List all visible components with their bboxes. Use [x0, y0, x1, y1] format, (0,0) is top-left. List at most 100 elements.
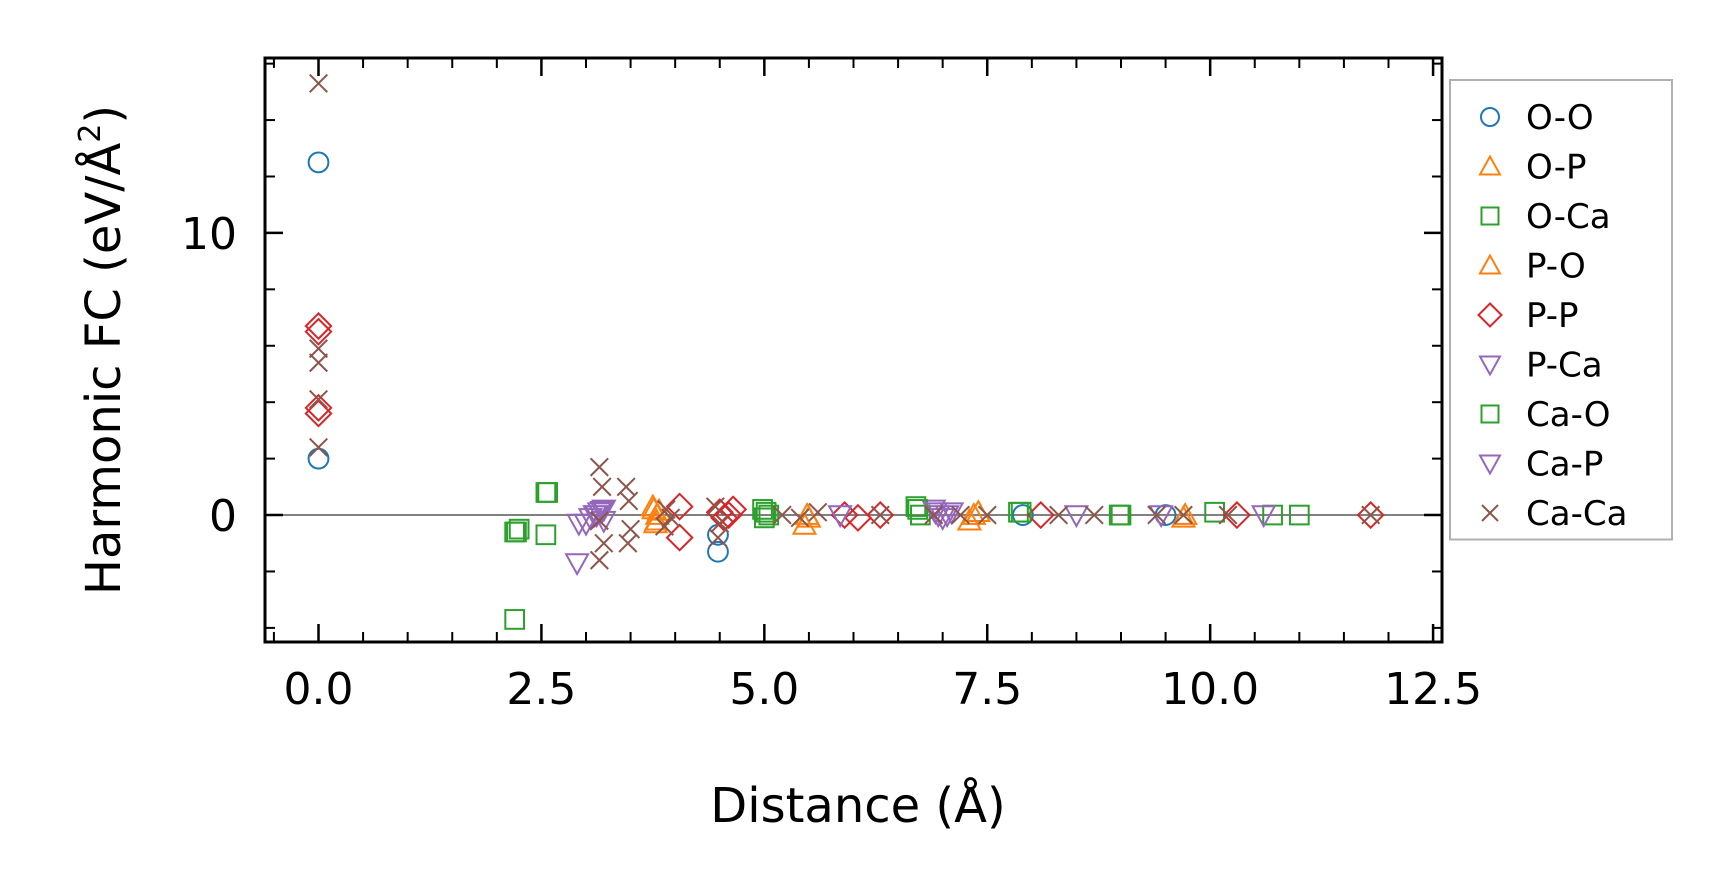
data-point: [308, 353, 329, 373]
data-point: [1084, 505, 1104, 525]
data-point: [758, 504, 780, 526]
data-point: [977, 505, 997, 525]
data-point: [870, 505, 890, 525]
data-point: [1173, 505, 1193, 525]
x-tick-label: 2.5: [506, 664, 576, 715]
data-point: [1218, 505, 1238, 525]
plot-area: [265, 58, 1442, 642]
data-point: [535, 524, 557, 546]
legend-label: Ca-P: [1526, 445, 1603, 485]
legend-marker: [1478, 154, 1502, 176]
x-tick-label: 12.5: [1384, 664, 1482, 715]
series-ca-o: [506, 482, 1132, 543]
legend-label: O-Ca: [1526, 197, 1611, 237]
legend-item: O-O: [1480, 98, 1594, 138]
data-point: [1012, 504, 1034, 526]
y-axis-title-close: ): [76, 105, 132, 124]
x-tick-label: 5.0: [729, 664, 799, 715]
legend-label: O-P: [1526, 148, 1586, 188]
y-tick-label: 10: [181, 209, 237, 260]
data-point: [1026, 500, 1055, 530]
axes: 0.0 2.5 5.0 7.5 10.0 12.5 0 10: [181, 56, 1482, 715]
legend-item: P-O: [1478, 247, 1586, 287]
data-point: [643, 507, 670, 531]
legend-marker: [1480, 107, 1500, 127]
data-point: [790, 508, 810, 528]
y-axis-title-superscript: 2: [73, 124, 108, 143]
data-point: [537, 482, 559, 503]
data-point: [808, 502, 828, 522]
legend-marker: [1480, 206, 1500, 226]
data-point: [308, 389, 329, 409]
y-axis-title-main: Harmonic FC (eV/Å: [75, 143, 132, 596]
legend-item: O-Ca: [1480, 197, 1611, 237]
data-point: [566, 513, 592, 537]
data-point: [589, 550, 609, 570]
data-point: [755, 501, 777, 523]
data-point: [719, 495, 748, 524]
data-point: [308, 339, 329, 359]
data-point: [1172, 501, 1198, 525]
data-point: [1010, 501, 1032, 523]
data-point: [753, 507, 775, 529]
data-point: [304, 317, 333, 346]
legend-label: P-O: [1526, 247, 1586, 287]
data-point: [584, 505, 610, 529]
data-point: [308, 73, 329, 93]
x-tick-label: 10.0: [1161, 664, 1259, 715]
data-point: [506, 521, 527, 543]
legend-marker: [1478, 454, 1502, 476]
data-point: [654, 516, 674, 536]
data-point: [589, 457, 609, 477]
legend-label: O-O: [1526, 98, 1594, 138]
legend-box: [1449, 79, 1673, 541]
data-point: [508, 518, 530, 540]
legend-marker: [1478, 355, 1502, 377]
data-point: [772, 505, 792, 525]
data-point: [618, 533, 638, 553]
y-tick-label: 0: [209, 491, 237, 542]
data-point: [307, 151, 330, 174]
data-point: [843, 503, 873, 532]
data-point: [1110, 504, 1132, 526]
data-markers: [304, 73, 1385, 630]
legend-label: Ca-O: [1526, 395, 1611, 435]
data-point: [594, 533, 614, 553]
legend-marker: [1478, 253, 1502, 275]
data-point: [1250, 505, 1277, 529]
legend-item: Ca-Ca: [1481, 494, 1627, 534]
data-point: [1147, 505, 1167, 525]
plot-frame: [263, 56, 1444, 644]
data-point: [304, 393, 333, 422]
legend-item: P-P: [1477, 296, 1579, 336]
data-point: [504, 609, 526, 630]
series-ca-ca: [308, 73, 1381, 570]
data-point: [619, 491, 639, 511]
data-point: [1222, 500, 1251, 530]
data-point: [665, 492, 694, 521]
data-point: [564, 553, 590, 577]
data-point: [1049, 505, 1069, 525]
data-point: [661, 508, 681, 528]
y-axis-title: Harmonic FC (eV/Å2): [73, 105, 132, 595]
legend-marker: [1481, 504, 1499, 522]
data-point: [304, 399, 333, 428]
data-point: [707, 540, 729, 563]
x-tick-label: 7.5: [952, 664, 1022, 715]
legend-item: Ca-P: [1478, 445, 1603, 485]
data-point: [938, 502, 965, 526]
legend-item: Ca-O: [1480, 395, 1611, 435]
legend-marker: [1480, 404, 1500, 424]
data-point: [705, 497, 725, 517]
data-point: [1288, 504, 1310, 526]
data-point: [827, 505, 853, 529]
data-point: [592, 477, 612, 497]
data-point: [950, 505, 971, 525]
data-point: [866, 500, 895, 530]
data-point: [1356, 500, 1385, 530]
legend-item: O-P: [1478, 148, 1586, 188]
data-point: [589, 511, 609, 531]
data-point: [961, 501, 987, 525]
x-axis-title: Distance (Å): [710, 777, 1005, 834]
